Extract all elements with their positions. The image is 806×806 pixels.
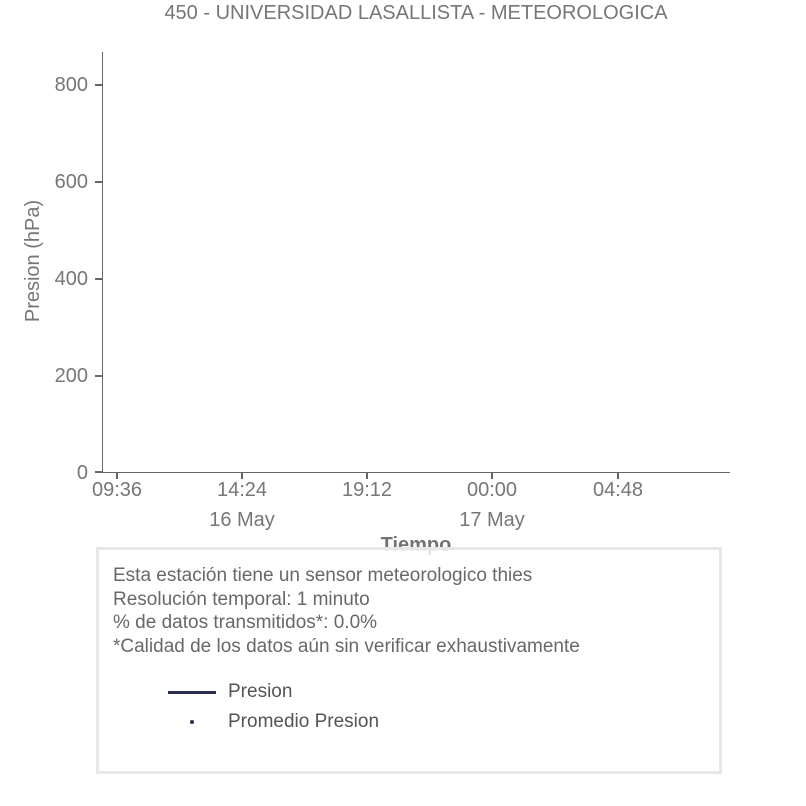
legend-info-line: Resolución temporal: 1 minuto	[113, 588, 370, 610]
x-tick-mark	[116, 473, 118, 479]
legend-info-line: *Calidad de los datos aún sin verificar …	[113, 635, 580, 657]
dot-swatch-icon	[168, 710, 216, 734]
y-tick-label: 200	[54, 365, 88, 387]
x-tick-mark	[366, 473, 368, 479]
legend-entry-label: Presion	[228, 681, 293, 702]
x-date-label: 17 May	[459, 509, 525, 531]
x-tick-mark	[491, 473, 493, 479]
legend-entry-label: Promedio Presion	[228, 711, 380, 732]
y-tick-mark	[95, 278, 102, 280]
legend-entry-presion: Presion	[168, 680, 292, 704]
x-tick-label: 04:48	[592, 479, 644, 501]
legend-info-line: % de datos transmitidos*: 0.0%	[113, 612, 378, 633]
y-tick-label: 400	[54, 268, 88, 290]
x-tick-label: 00:00	[466, 479, 518, 501]
x-tick-mark	[241, 473, 243, 479]
chart-title: 450 - UNIVERSIDAD LASALLISTA - METEOROLO…	[164, 2, 668, 24]
y-tick-label: 0	[76, 462, 88, 484]
y-tick-label: 600	[54, 171, 88, 193]
legend-box: Esta estación tiene un sensor meteorolog…	[96, 547, 722, 774]
plot-area	[102, 52, 730, 473]
x-date-label: 16 May	[209, 509, 275, 531]
legend-entry-promedio-presion: Promedio Presion	[168, 710, 379, 734]
y-tick-mark	[95, 375, 102, 377]
x-tick-mark	[617, 473, 619, 479]
y-tick-mark	[95, 84, 102, 86]
legend-info-line: Esta estación tiene un sensor meteorolog…	[113, 565, 533, 586]
legend-info: Esta estación tiene un sensor meteorolog…	[113, 564, 703, 658]
y-tick-label: 800	[54, 74, 88, 96]
y-tick-mark	[95, 471, 102, 473]
x-tick-label: 09:36	[91, 479, 143, 501]
x-tick-label: 19:12	[341, 479, 393, 501]
line-swatch-icon	[168, 680, 216, 704]
x-tick-label: 14:24	[216, 479, 268, 501]
y-tick-mark	[95, 181, 102, 183]
